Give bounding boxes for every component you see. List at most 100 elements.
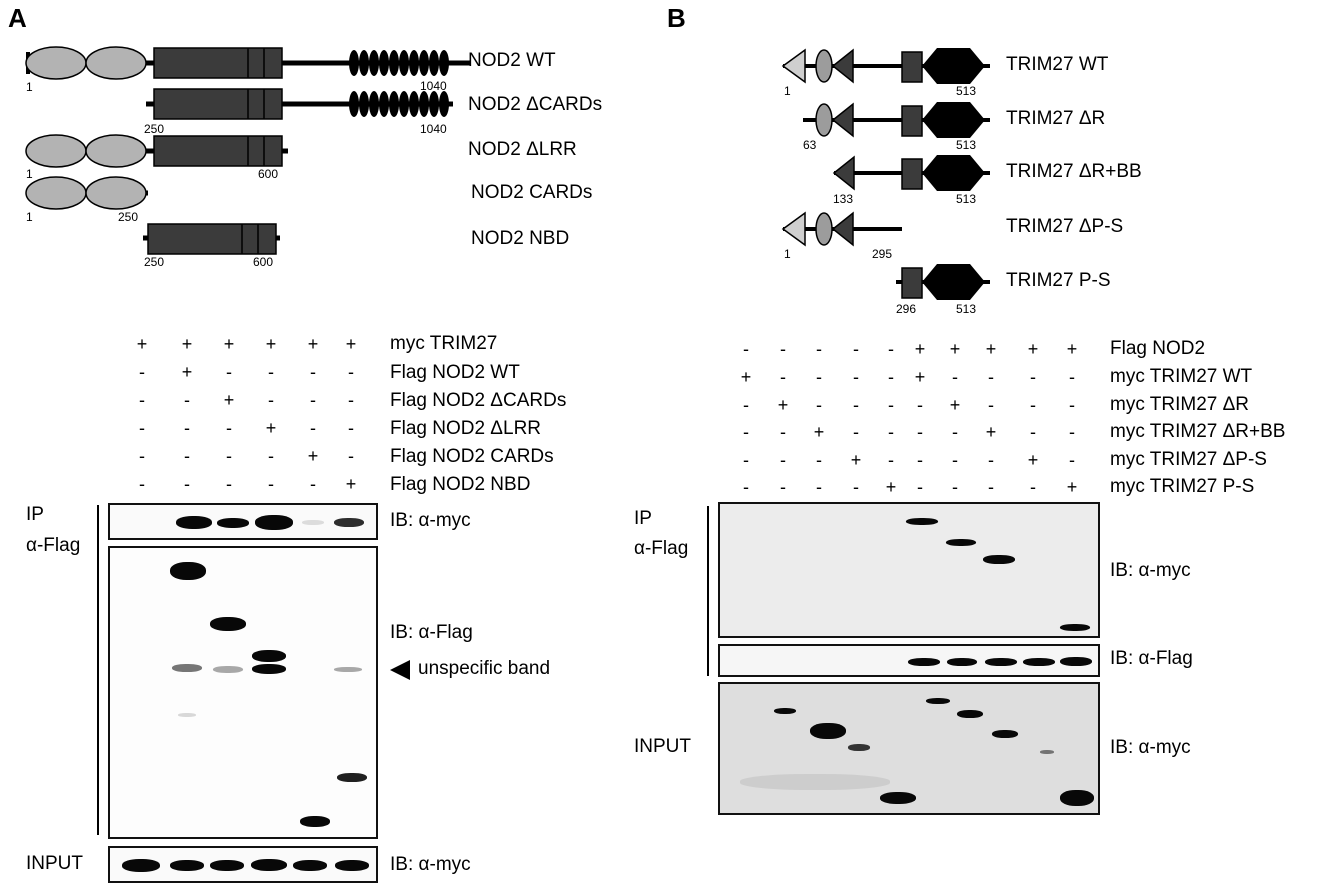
input-label-b: INPUT [634,736,691,758]
band [302,520,324,525]
matrix-b-mark: - [1023,395,1043,415]
matrix-a-row-label: Flag NOD2 NBD [390,474,530,496]
matrix-b-mark: - [773,339,793,359]
nod2-dcards-end: 1040 [420,122,447,136]
band [334,518,364,527]
matrix-b-mark: - [981,477,1001,497]
matrix-a-mark: + [219,334,239,354]
matrix-b-mark: - [1062,395,1082,415]
matrix-a-mark: - [341,446,361,466]
trim27-drbb-diagram [834,155,990,191]
ip-label: IP [26,504,44,526]
matrix-a-mark: + [303,334,323,354]
matrix-a-mark: - [341,390,361,410]
matrix-b-mark: - [736,339,756,359]
matrix-a-mark: + [261,334,281,354]
blot-a-input-myc [108,846,378,883]
matrix-b-mark: - [809,477,829,497]
trim27-drbb-end: 513 [956,192,976,206]
matrix-b-mark: - [1062,450,1082,470]
matrix-a-mark: - [261,362,281,382]
trim27-wt-start: 1 [784,84,791,98]
band [957,710,983,718]
blot-a-ip-myc [108,503,378,540]
band [848,744,870,751]
matrix-b-row-label: myc TRIM27 WT [1110,366,1252,388]
matrix-b-mark: + [1023,450,1043,470]
ip-label-b: IP [634,508,652,530]
matrix-b-mark: - [809,339,829,359]
nod2-dlrr-diagram [26,135,288,167]
panel-b-letter: B [667,4,686,32]
matrix-a-mark: + [177,362,197,382]
band [293,860,327,871]
trim27-drbb-label: TRIM27 ΔR+BB [1006,161,1142,183]
band [217,518,249,528]
band [337,773,367,782]
band [122,859,160,872]
nod2-dlrr-start: 1 [26,167,33,181]
unspecific-band-label: unspecific band [418,658,550,680]
matrix-b-mark: + [736,367,756,387]
matrix-b-mark: + [910,339,930,359]
matrix-b-mark: - [809,367,829,387]
matrix-a-mark: - [303,362,323,382]
ip-antibody-label: α-Flag [26,535,80,557]
matrix-b-mark: - [736,422,756,442]
matrix-a-mark: - [219,362,239,382]
blot-b-ib-flag-label: IB: α-Flag [1110,648,1193,670]
matrix-a-mark: - [261,390,281,410]
band [810,723,846,739]
matrix-b-mark: - [910,395,930,415]
matrix-b-mark: - [846,477,866,497]
matrix-b-mark: - [945,450,965,470]
band [992,730,1018,738]
matrix-b-mark: - [1023,367,1043,387]
matrix-a-row-label: Flag NOD2 ΔCARDs [390,390,566,412]
band [251,859,287,871]
matrix-b-mark: + [981,339,1001,359]
blot-b-input-ib-label: IB: α-myc [1110,737,1191,759]
matrix-b-mark: - [910,477,930,497]
matrix-a-mark: + [132,334,152,354]
blot-b-ip-flag [718,644,1100,677]
band [774,708,796,714]
matrix-b-mark: - [736,477,756,497]
nod2-wt-start: 1 [26,80,33,94]
matrix-b-mark: - [881,339,901,359]
matrix-b-mark: - [1023,422,1043,442]
matrix-a-mark: - [219,418,239,438]
trim27-wt-diagram [783,48,990,84]
matrix-a-row-label: myc TRIM27 [390,333,497,355]
matrix-b-mark: + [881,477,901,497]
ip-bracket-b [707,506,709,676]
trim27-dr-start: 63 [803,138,816,152]
trim27-drbb-start: 133 [833,192,853,206]
nod2-cards-end: 250 [118,210,138,224]
matrix-b-mark: + [1062,339,1082,359]
nod2-wt-diagram [26,47,470,79]
unspecific-band-arrow [390,660,410,680]
nod2-wt-label: NOD2 WT [468,50,556,72]
trim27-wt-end: 513 [956,84,976,98]
matrix-a-mark: + [303,446,323,466]
matrix-a-mark: - [341,362,361,382]
matrix-a-mark: - [177,390,197,410]
band [947,658,977,666]
band [210,860,244,871]
matrix-a-mark: - [132,390,152,410]
trim27-dr-label: TRIM27 ΔR [1006,108,1105,130]
band [1060,657,1092,666]
ip-antibody-label-b: α-Flag [634,538,688,560]
blot-a-ip-flag [108,546,378,839]
band [252,664,286,674]
matrix-b-mark: + [773,395,793,415]
matrix-a-row-label: Flag NOD2 ΔLRR [390,418,541,440]
matrix-b-mark: - [736,450,756,470]
matrix-b-mark: - [736,395,756,415]
matrix-b-mark: + [945,339,965,359]
matrix-b-mark: - [881,450,901,470]
matrix-b-mark: - [773,477,793,497]
trim27-ps-label: TRIM27 P-S [1006,270,1111,292]
blot-a-ib-flag-label: IB: α-Flag [390,622,473,644]
